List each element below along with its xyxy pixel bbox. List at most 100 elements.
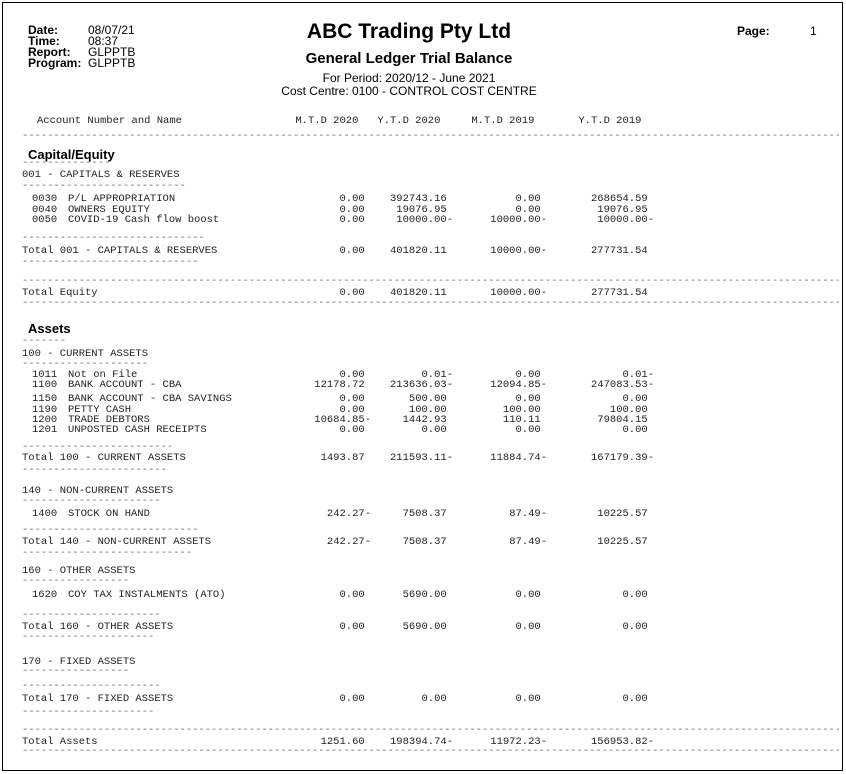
total-row: Total 100 - CURRENT ASSETS 1493.87 211593… xyxy=(0,453,846,464)
period-line: For Period: 2020/12 - June 2021 xyxy=(322,71,496,85)
account-value: 0.00 xyxy=(515,393,547,405)
total-value: 11972.23- xyxy=(490,736,547,748)
section-heading: Capital/Equity xyxy=(28,147,115,162)
total-value: 0.00 xyxy=(339,693,371,705)
dashed-underline: -------------------- xyxy=(22,359,149,370)
program-label: Program: xyxy=(28,56,82,70)
page-number: 1 xyxy=(810,24,817,38)
total-value: 0.00 xyxy=(339,287,371,299)
dashed-underline: ---------------------------- xyxy=(22,525,199,536)
total-label: Total 170 - FIXED ASSETS xyxy=(22,693,174,705)
account-value: 79804.15 xyxy=(597,414,654,426)
account-group-header: 001 - CAPITALS & RESERVES xyxy=(0,170,846,181)
total-value: 10000.00- xyxy=(490,287,547,299)
total-row: Total 160 - OTHER ASSETS 0.00 5690.00 0.0… xyxy=(0,622,846,633)
total-value: 277731.54 xyxy=(590,245,654,257)
total-value: 7508.37 xyxy=(402,536,453,548)
dashed-underline: ----------------------- xyxy=(22,465,167,476)
account-code: 1620 xyxy=(32,589,58,601)
account-value: 87.49- xyxy=(509,508,547,520)
account-group-header-text: 140 - NON-CURRENT ASSETS xyxy=(22,485,174,497)
account-group-header: 100 - CURRENT ASSETS xyxy=(0,349,846,360)
dashed-underline: --------------------------- xyxy=(22,548,193,559)
date-label: Date: xyxy=(28,23,59,37)
account-value: 10000.00- xyxy=(597,214,654,226)
total-value: 0.00 xyxy=(339,621,371,633)
dashed-underline: ----------------------------- xyxy=(22,233,205,244)
account-row: 1011 Not on File 0.00 0.01- 0.00 0.01- xyxy=(0,370,846,381)
account-row: 1190 PETTY CASH 0.00 100.00 100.00 100.00 xyxy=(0,405,846,416)
account-value: 0.00 xyxy=(515,193,547,205)
account-value: 0.00 xyxy=(622,393,654,405)
account-value: 10000.00- xyxy=(490,214,547,226)
total-value: 0.00 xyxy=(515,693,547,705)
account-group-header: 160 - OTHER ASSETS xyxy=(0,566,846,577)
account-value: 213636.03- xyxy=(389,379,453,391)
account-code: 1201 xyxy=(32,424,58,436)
total-value: 0.00 xyxy=(339,245,371,257)
total-value: 156953.82- xyxy=(590,736,654,748)
account-code: 1150 xyxy=(32,393,58,405)
page-label: Page: xyxy=(737,24,770,38)
separator-rule: ----------------------------------------… xyxy=(22,746,839,757)
dashed-underline: ---------------------- xyxy=(22,610,161,621)
dashed-underline: ------------------------ xyxy=(22,442,174,453)
account-name: TRADE DEBTORS xyxy=(68,414,150,426)
account-value: 0.00 xyxy=(339,589,371,601)
account-value: 100.00 xyxy=(408,404,453,416)
total-value: 401820.11 xyxy=(389,287,453,299)
account-name: COY TAX INSTALMENTS (ATO) xyxy=(68,589,226,601)
account-value: 100.00 xyxy=(609,404,654,416)
account-value: 10684.85- xyxy=(314,414,371,426)
account-value: 12178.72 xyxy=(314,379,371,391)
account-value: 0.00 xyxy=(421,424,453,436)
report-title: General Ledger Trial Balance xyxy=(305,50,513,67)
account-value: 110.11 xyxy=(502,414,547,426)
account-name: P/L APPROPRIATION xyxy=(68,193,176,205)
account-name: COVID-19 Cash flow boost xyxy=(68,214,220,226)
account-name: OWNERS EQUITY xyxy=(68,204,150,216)
account-group-header-text: 170 - FIXED ASSETS xyxy=(22,656,136,668)
value-col-header: M.T.D 2019 xyxy=(471,115,547,127)
account-code: 0030 xyxy=(32,193,58,205)
total-value: 1251.60 xyxy=(320,736,371,748)
separator-rule: ----------------------------------------… xyxy=(22,276,839,287)
dashed-underline: ------- xyxy=(22,336,67,347)
account-row: 1200 TRADE DEBTORS 10684.85- 1442.93 110.11… xyxy=(0,415,846,426)
total-value: 167179.39- xyxy=(590,452,654,464)
total-value: 277731.54 xyxy=(590,287,654,299)
account-name: Not on File xyxy=(68,369,138,381)
total-row: Total Equity 0.00 401820.11 10000.00- 2777… xyxy=(0,288,846,299)
account-name: UNPOSTED CASH RECEIPTS xyxy=(68,424,207,436)
account-value: 19076.95 xyxy=(396,204,453,216)
account-value: 0.00 xyxy=(339,404,371,416)
account-code: 1400 xyxy=(32,508,58,520)
value-col-header: Y.T.D 2020 xyxy=(377,115,453,127)
account-value: 0.00 xyxy=(622,424,654,436)
total-row: Total 140 - NON-CURRENT ASSETS 242.27- 750… xyxy=(0,537,846,548)
dashed-underline: ---------------------- xyxy=(22,496,161,507)
account-group-header-text: 001 - CAPITALS & RESERVES xyxy=(22,169,180,181)
report-label: Report: xyxy=(28,45,71,59)
account-row: 1620 COY TAX INSTALMENTS (ATO) 0.00 5690.0… xyxy=(0,590,846,601)
cost-centre-line: Cost Centre: 0100 - CONTROL COST CENTRE xyxy=(281,84,537,98)
account-value: 5690.00 xyxy=(402,589,453,601)
account-value: 247083.53- xyxy=(590,379,654,391)
total-value: 401820.11 xyxy=(389,245,453,257)
dashed-underline: -------------- xyxy=(22,158,111,169)
total-label: Total 140 - NON-CURRENT ASSETS xyxy=(22,536,212,548)
account-row: 0040 OWNERS EQUITY 0.00 19076.95 0.00 1907… xyxy=(0,205,846,216)
total-row: Total 001 - CAPITALS & RESERVES 0.00 4018… xyxy=(0,246,846,257)
time-value: 08:37 xyxy=(88,34,119,48)
total-value: 242.27- xyxy=(326,536,371,548)
account-code: 0050 xyxy=(32,214,58,226)
total-row: Total Assets 1251.60 198394.74- 11972.23- 1… xyxy=(0,737,846,748)
account-value: 0.00 xyxy=(339,204,371,216)
account-value: 7508.37 xyxy=(402,508,453,520)
program-value: GLPPTB xyxy=(88,56,136,70)
account-row: 0050 COVID-19 Cash flow boost 0.00 10000.0… xyxy=(0,215,846,226)
time-label: Time: xyxy=(28,34,60,48)
account-value: 500.00 xyxy=(408,393,453,405)
dashed-underline: ---------------------- xyxy=(22,681,161,692)
